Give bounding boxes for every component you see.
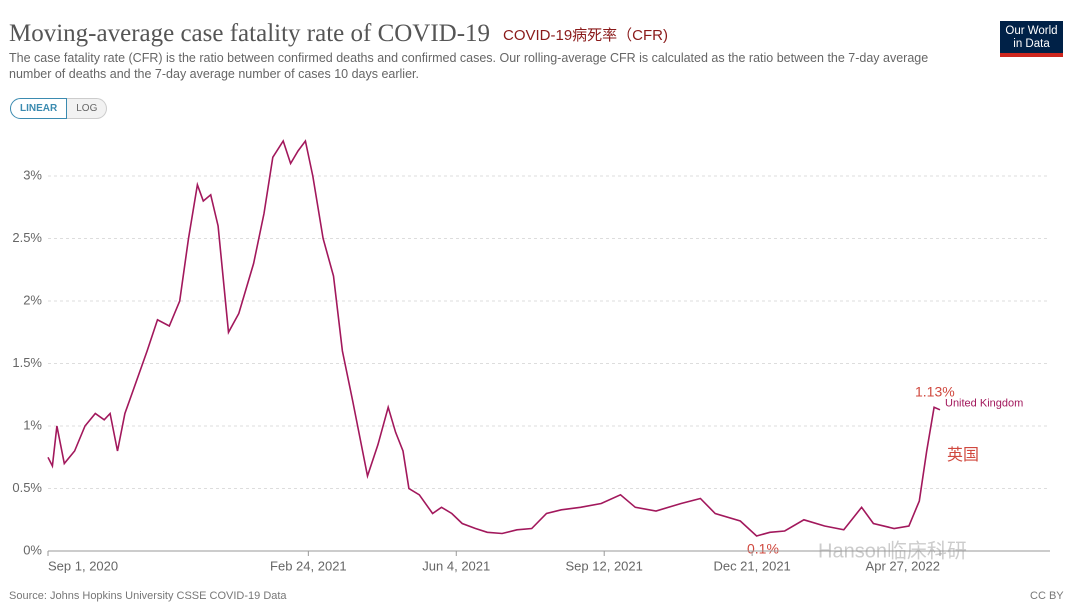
annotation: 英国: [947, 446, 979, 464]
source: Source: Johns Hopkins University CSSE CO…: [9, 590, 287, 602]
y-tick-label: 1.5%: [12, 355, 42, 370]
x-tick-label: Jun 4, 2021: [422, 558, 490, 573]
y-tick-label: 2.5%: [12, 230, 42, 245]
y-tick-label: 0.5%: [12, 480, 42, 495]
y-tick-label: 3%: [23, 167, 42, 182]
end-value-label: 1.13%: [915, 384, 955, 400]
logo[interactable]: Our World in Data: [1000, 21, 1063, 57]
x-tick-label: Sep 12, 2021: [566, 558, 643, 573]
y-tick-label: 1%: [23, 417, 42, 432]
y-tick-label: 0%: [23, 542, 42, 557]
scale-toggle: LINEAR LOG: [10, 98, 108, 119]
x-tick-label: Dec 21, 2021: [713, 558, 790, 573]
min-value-label: 0.1%: [747, 541, 779, 557]
chart-subtitle: The case fatality rate (CFR) is the rati…: [9, 51, 929, 81]
chart-title: Moving-average case fatality rate of COV…: [9, 20, 491, 47]
license: CC BY: [1030, 590, 1064, 602]
x-tick-label: Feb 24, 2021: [270, 558, 347, 573]
annotation: COVID-19病死率（CFR): [503, 27, 669, 44]
line: [47, 139, 941, 537]
linear-button[interactable]: LINEAR: [10, 98, 68, 119]
log-button[interactable]: LOG: [67, 98, 108, 119]
x-tick-label: Apr 27, 2022: [866, 558, 940, 573]
series-label: United Kingdom: [945, 398, 1023, 410]
y-tick-label: 2%: [23, 292, 42, 307]
x-tick-label: Sep 1, 2020: [48, 558, 118, 573]
